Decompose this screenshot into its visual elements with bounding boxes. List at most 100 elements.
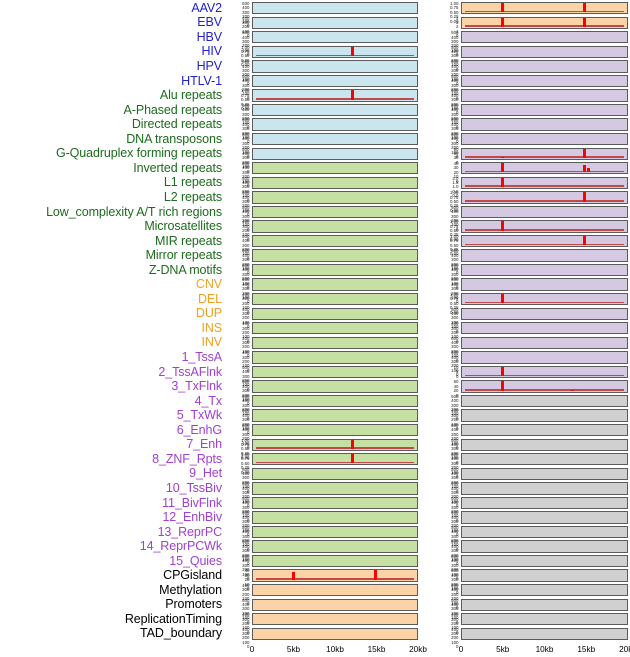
row-label-12-enhbiv[interactable]: 12_EnhBiv — [162, 510, 222, 525]
track-plot-left-22[interactable] — [252, 322, 418, 335]
row-label-methylation[interactable]: Methylation — [159, 582, 222, 597]
row-label-13-reprpc[interactable]: 13_ReprPC — [157, 524, 223, 539]
track-plot-left-39[interactable] — [252, 569, 418, 582]
track-plot-left-40[interactable] — [252, 584, 418, 597]
track-plot-right-6[interactable] — [461, 89, 628, 102]
track-plot-left-24[interactable] — [252, 351, 418, 364]
track-plot-left-23[interactable] — [252, 336, 418, 350]
track-plot-left-42[interactable] — [252, 613, 418, 626]
track-plot-right-2[interactable] — [461, 31, 628, 44]
track-plot-right-11[interactable] — [461, 162, 628, 175]
row-label-hpv[interactable]: HPV — [196, 59, 223, 73]
track-plot-left-26[interactable] — [252, 380, 418, 393]
row-label-cnv[interactable]: CNV — [195, 277, 222, 292]
track-plot-right-23[interactable] — [461, 336, 628, 350]
track-plot-left-38[interactable] — [252, 554, 418, 568]
row-label-alu-repeats[interactable]: Alu repeats — [159, 88, 222, 103]
track-plot-right-32[interactable] — [461, 467, 628, 480]
track-plot-right-42[interactable] — [461, 613, 628, 626]
row-label-5-txwk[interactable]: 5_TxWk — [176, 408, 222, 423]
track-plot-right-33[interactable] — [461, 482, 628, 495]
track-plot-right-31[interactable] — [461, 453, 628, 466]
row-label-dna-transposons[interactable]: DNA transposons — [126, 131, 222, 146]
row-label-microsatellites[interactable]: Microsatellites — [144, 219, 222, 234]
track-plot-right-28[interactable] — [461, 409, 628, 422]
row-label-mir-repeats[interactable]: MIR repeats — [155, 233, 222, 248]
track-plot-right-10[interactable] — [461, 147, 628, 160]
row-label-3-txflnk[interactable]: 3_TxFlnk — [171, 379, 222, 394]
track-plot-left-8[interactable] — [252, 118, 418, 131]
track-plot-left-34[interactable] — [252, 496, 418, 510]
track-plot-left-32[interactable] — [252, 467, 418, 480]
track-plot-left-0[interactable] — [252, 2, 418, 15]
row-label-4-tx[interactable]: 4_Tx — [194, 393, 222, 408]
track-plot-left-27[interactable] — [252, 394, 418, 408]
track-plot-left-10[interactable] — [252, 147, 418, 160]
row-label-cpgisland[interactable]: CPGisland — [163, 568, 222, 583]
row-label-a-phased-repeats[interactable]: A-Phased repeats — [123, 102, 223, 117]
track-plot-left-20[interactable] — [252, 293, 418, 306]
track-plot-left-17[interactable] — [252, 249, 418, 262]
track-plot-right-34[interactable] — [461, 496, 628, 510]
track-plot-right-41[interactable] — [461, 598, 628, 611]
track-plot-left-25[interactable] — [252, 365, 418, 379]
row-label-6-enhg[interactable]: 6_EnhG — [176, 422, 222, 437]
track-plot-right-7[interactable] — [461, 103, 628, 117]
track-plot-left-33[interactable] — [252, 482, 418, 495]
row-label-del[interactable]: DEL — [197, 291, 222, 306]
row-label-aav2[interactable]: AAV2 — [191, 0, 222, 15]
track-plot-right-19[interactable] — [461, 278, 628, 291]
track-plot-right-29[interactable] — [461, 423, 628, 437]
track-plot-left-36[interactable] — [252, 525, 418, 539]
track-plot-left-13[interactable] — [252, 191, 418, 204]
row-label-9-het[interactable]: 9_Het — [189, 466, 222, 481]
row-label-promoters[interactable]: Promoters — [165, 597, 222, 612]
row-label-hbv[interactable]: HBV — [196, 29, 223, 44]
track-plot-left-31[interactable] — [252, 453, 418, 466]
row-label-15-quies[interactable]: 15_Quies — [169, 553, 222, 568]
track-plot-right-38[interactable] — [461, 554, 628, 568]
track-plot-right-37[interactable] — [461, 540, 628, 553]
track-plot-left-15[interactable] — [252, 220, 418, 233]
track-plot-right-3[interactable] — [461, 45, 628, 59]
row-label-l2-repeats[interactable]: L2 repeats — [163, 189, 222, 204]
row-label-2-tssaflnk[interactable]: 2_TssAFlnk — [158, 364, 222, 379]
track-plot-right-21[interactable] — [461, 307, 628, 320]
track-plot-left-29[interactable] — [252, 423, 418, 437]
track-plot-left-30[interactable] — [252, 438, 418, 451]
row-label-ebv[interactable]: EBV — [197, 15, 222, 30]
row-label-mirror-repeats[interactable]: Mirror repeats — [145, 248, 223, 263]
track-plot-right-16[interactable] — [461, 234, 628, 248]
track-plot-right-15[interactable] — [461, 220, 628, 233]
track-plot-right-36[interactable] — [461, 525, 628, 539]
track-plot-right-20[interactable] — [461, 293, 628, 306]
row-label-g-quadruplex-forming-repeats[interactable]: G-Quadruplex forming repeats — [55, 146, 222, 161]
track-plot-left-7[interactable] — [252, 103, 418, 117]
row-label-htlv-1[interactable]: HTLV-1 — [181, 73, 222, 88]
row-label-dup[interactable]: DUP — [195, 306, 222, 321]
track-plot-right-43[interactable] — [461, 627, 628, 641]
track-plot-right-4[interactable] — [461, 60, 628, 73]
track-plot-right-9[interactable] — [461, 132, 628, 146]
track-plot-left-14[interactable] — [252, 205, 418, 219]
row-label-8-znf-rpts[interactable]: 8_ZNF_Rpts — [152, 451, 222, 466]
track-plot-left-19[interactable] — [252, 278, 418, 291]
track-plot-right-12[interactable] — [461, 176, 628, 189]
track-plot-left-9[interactable] — [252, 132, 418, 146]
track-plot-left-18[interactable] — [252, 263, 418, 277]
row-label-directed-repeats[interactable]: Directed repeats — [131, 117, 222, 132]
track-plot-right-0[interactable] — [461, 2, 628, 15]
row-label-z-dna-motifs[interactable]: Z-DNA motifs — [148, 262, 222, 277]
track-plot-left-28[interactable] — [252, 409, 418, 422]
track-plot-right-8[interactable] — [461, 118, 628, 131]
track-plot-right-17[interactable] — [461, 249, 628, 262]
track-plot-right-1[interactable] — [461, 16, 628, 29]
row-label-hiv[interactable]: HIV — [201, 44, 222, 59]
track-plot-left-21[interactable] — [252, 307, 418, 320]
track-plot-left-4[interactable] — [252, 60, 418, 73]
track-plot-right-13[interactable] — [461, 191, 628, 204]
row-label-low-complexity-a-t-rich-regions[interactable]: Low_complexity A/T rich regions — [46, 204, 222, 219]
track-plot-right-26[interactable] — [461, 380, 628, 393]
track-plot-left-1[interactable] — [252, 16, 418, 29]
track-plot-right-5[interactable] — [461, 74, 628, 88]
